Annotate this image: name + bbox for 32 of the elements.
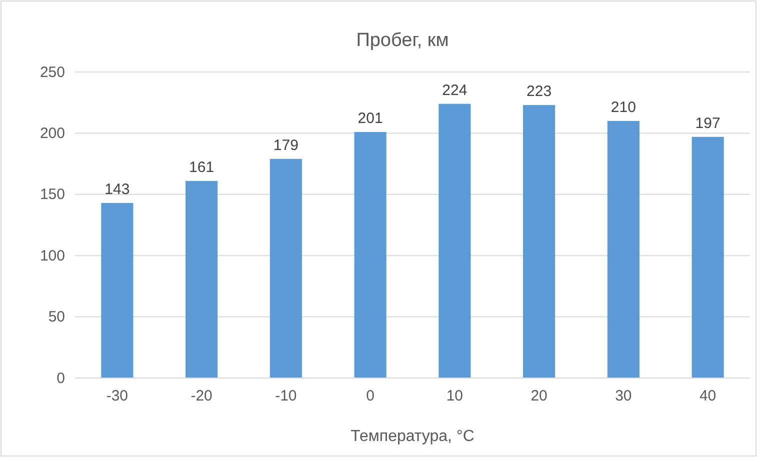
bar <box>186 180 218 378</box>
x-tick-label: 30 <box>615 388 632 405</box>
x-tick-label: -10 <box>275 388 297 405</box>
chart-title: Пробег, км <box>356 30 449 51</box>
bar <box>692 136 724 378</box>
y-tick-label: 50 <box>48 308 65 326</box>
bar <box>607 120 640 378</box>
bar <box>438 104 471 378</box>
data-label: 224 <box>442 82 468 99</box>
data-label: 197 <box>695 114 720 132</box>
y-tick-label: 150 <box>40 186 65 204</box>
data-label: 201 <box>358 110 383 127</box>
data-label: 161 <box>189 158 214 176</box>
x-tick-label: 0 <box>366 388 374 405</box>
data-label: 143 <box>104 180 130 198</box>
bar <box>354 132 386 378</box>
data-label: 179 <box>273 136 298 154</box>
data-label: 210 <box>610 98 636 116</box>
y-tick-label: 100 <box>40 247 65 264</box>
data-label: 223 <box>526 83 552 100</box>
bar <box>270 158 302 378</box>
x-tick-label: -20 <box>190 388 212 405</box>
x-tick-label: -30 <box>106 388 128 405</box>
bar <box>523 105 556 378</box>
bar <box>101 202 134 378</box>
x-axis-title: Температура, °C <box>350 428 474 445</box>
y-tick-label: 0 <box>56 370 65 387</box>
x-tick-label: 20 <box>530 388 548 405</box>
y-tick-label: 250 <box>40 64 65 81</box>
y-tick-label: 200 <box>40 125 65 142</box>
x-tick-label: 40 <box>699 388 716 405</box>
x-tick-label: 10 <box>446 388 464 405</box>
